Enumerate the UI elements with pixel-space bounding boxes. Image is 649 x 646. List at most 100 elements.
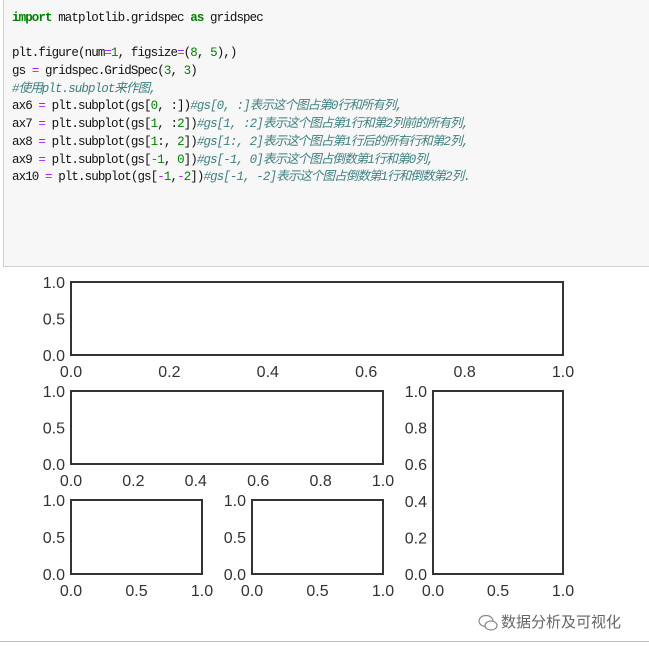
wechat-icon [478,614,498,631]
code-line: ax10 = plt.subplot(gs[-1,-2])#gs[-1, -2]… [12,169,471,187]
code-token: ) [190,64,197,79]
code-comment: #使用plt.subplot来作图, [12,81,157,96]
code-token: ax9 [12,152,39,167]
ax8-ytick-label: 1.0 [405,384,427,401]
code-token: 2 [183,170,191,185]
ax9-xtick-label: 0.0 [60,583,82,600]
output-area: 0.0 0.2 0.4 0.6 0.8 1.0 0.0 0.5 1.0 0.0 0.2 0.4 0.6 0… [0,268,649,608]
ax6-ytick-label: 0.5 [43,312,65,329]
ax7-xtick-label: 1.0 [372,473,394,490]
code-line: gs = gridspec.GridSpec(3, 3) [12,63,470,81]
ax7-ytick-label: 1.0 [43,384,65,401]
code-token: 1 [150,134,158,149]
ax8-ytick-label: 0.8 [405,421,427,438]
ax9-axes: 0.0 0.5 1.0 0.0 0.5 1.0 [43,493,213,600]
code-token: plt.subplot(gs[ [45,152,152,167]
code-token: ]) [183,152,198,167]
code-token: 3 [183,64,191,79]
ax10-xtick-label: 0.5 [306,583,328,600]
code-token: - [177,170,184,185]
ax6-xtick-label: 0.6 [355,364,377,381]
code-token: 1 [157,152,164,167]
watermark: 数据分析及可视化 [478,614,621,632]
code-token: ( [183,46,191,61]
ax8-xtick-label: 0.5 [487,583,509,600]
ax9-ytick-label: 1.0 [43,493,65,510]
ax10-ytick-label: 0.5 [224,530,246,547]
code-token: 8 [190,46,197,61]
code-token: ax8 [12,134,39,149]
code-line: ax9 = plt.subplot(gs[-1, 0])#gs[-1, 0]表示… [12,152,470,170]
code-line: #使用plt.subplot来作图, [12,81,470,99]
ax8-frame [432,390,564,575]
code-token: ]) [183,134,198,149]
code-token: , [196,46,211,61]
code-editor[interactable]: import matplotlib.gridspec as gridspec pl… [12,10,471,187]
ax10-axes: 0.0 0.5 1.0 0.0 0.5 1.0 [224,493,394,600]
code-token: = [38,152,46,167]
code-line: ax8 = plt.subplot(gs[1:, 2])#gs[1:, 2]表示… [12,134,470,152]
code-token: 5 [210,46,217,61]
ax10-frame [251,499,384,575]
code-token: 3 [163,64,171,79]
ax7-ytick-label: 0.0 [43,457,65,474]
figure: 0.0 0.2 0.4 0.6 0.8 1.00.00.51.00.0 0.2 0.4 0.6 0… [43,275,574,600]
ax7-axes: 0.0 0.2 0.4 0.6 0.8 1.0 0.0 0.5 1.0 [43,384,394,490]
ax10-ytick-label: 1.0 [224,493,246,510]
code-token: ),) [216,46,238,61]
code-token: 0 [150,99,158,114]
ax6-xtick-label: 1.0 [552,364,574,381]
code-token: , [170,64,184,79]
ax9-ytick-label: 0.0 [43,567,65,584]
code-token: , :]) [157,99,191,114]
code-token: 2 [177,134,184,149]
code-line: import matplotlib.gridspec as gridspec [12,10,470,28]
code-line: plt.figure(num=1, figsize=(8, 5),) [12,45,470,63]
ax10-ytick-label: 0.0 [224,567,246,584]
code-token: = [31,64,39,79]
code-token: = [38,99,46,114]
code-token: 0 [177,152,184,167]
code-line: ax7 = plt.subplot(gs[1, :2])#gs[1, :2]表示… [12,116,470,134]
code-token: = [38,134,46,149]
ax8-ytick-label: 0.0 [405,567,427,584]
ax7-xtick-label: 0.0 [60,473,82,490]
code-comment: #gs[0, :]表示这个图占第0行和所有列, [190,99,403,114]
ax7-frame [70,390,384,465]
code-comment: #gs[1, :2]表示这个图占第1行和第2列前的所有列, [196,117,469,132]
ax9-xtick-label: 0.5 [125,583,147,600]
code-token: 1 [150,117,158,132]
ax6-frame [70,281,564,356]
ax8-xtick-label: 0.0 [422,583,444,600]
code-token: = [104,46,112,61]
code-cell[interactable]: import matplotlib.gridspec as gridspec pl… [3,0,649,267]
code-token: plt.subplot(gs[ [45,117,152,132]
code-token: ]) [183,117,198,132]
ax6-xtick-label: 0.2 [158,364,180,381]
ax7-ytick-label: 0.5 [43,421,65,438]
code-token: , figsize [117,46,178,61]
code-token: matplotlib.gridspec [51,11,191,25]
code-token: , [170,170,178,185]
code-token: , [163,152,178,167]
ax7-xtick-label: 0.8 [309,473,331,490]
watermark-text: 数据分析及可视化 [501,614,622,631]
code-token: gs [12,64,32,79]
code-comment: #gs[-1, -2]表示这个图占倒数第1行和倒数第2列. [203,170,471,185]
code-token: ]) [190,170,204,185]
code-token: 1 [111,46,118,61]
ax7-xtick-label: 0.4 [185,473,207,490]
ax9-xtick-label: 1.0 [191,583,213,600]
code-comment: #gs[-1, 0]表示这个图占倒数第1行和第0列, [196,152,435,167]
ax8-ytick-label: 0.6 [405,457,427,474]
ax8-ytick-label: 0.4 [405,494,427,511]
ax7-xtick-label: 0.6 [247,473,269,490]
ax6-axes: 0.0 0.2 0.4 0.6 0.8 1.0 0.0 0.5 1.0 [43,275,574,381]
code-token: gridspec.GridSpec( [38,64,165,79]
code-token: = [177,46,184,61]
code-token: plt.subplot(gs[ [45,99,152,114]
code-comment: #gs[1:, 2]表示这个图占第1行后的所有行和第2列, [196,134,469,149]
code-token: :, [157,134,178,149]
ax8-axes: 0.0 0.5 1.0 0.0 0.2 0.4 0.6 0.8 1.0 [405,384,574,600]
ax10-xtick-label: 0.0 [241,583,263,600]
